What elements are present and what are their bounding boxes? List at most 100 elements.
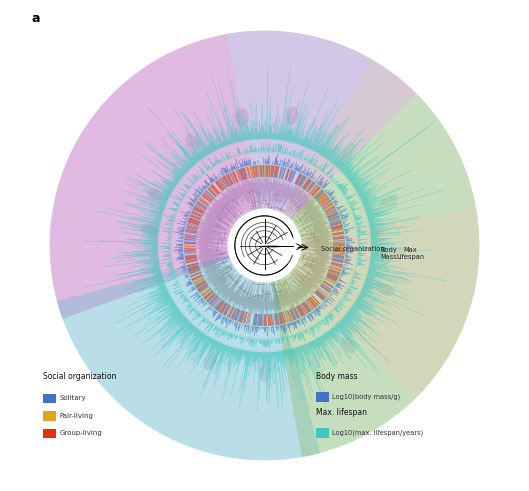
- FancyBboxPatch shape: [316, 392, 329, 402]
- Wedge shape: [225, 175, 232, 185]
- Wedge shape: [229, 156, 230, 158]
- Wedge shape: [321, 284, 331, 292]
- Wedge shape: [183, 218, 187, 220]
- Wedge shape: [181, 266, 186, 267]
- Wedge shape: [343, 189, 349, 193]
- Wedge shape: [326, 209, 336, 215]
- Wedge shape: [331, 224, 342, 228]
- Wedge shape: [332, 227, 343, 230]
- Wedge shape: [183, 222, 186, 223]
- Wedge shape: [294, 335, 296, 340]
- Wedge shape: [213, 163, 215, 165]
- Wedge shape: [239, 161, 241, 167]
- Wedge shape: [256, 327, 257, 330]
- Wedge shape: [229, 307, 234, 318]
- Wedge shape: [180, 292, 183, 294]
- Wedge shape: [165, 246, 170, 247]
- Wedge shape: [167, 234, 171, 235]
- Wedge shape: [235, 309, 240, 321]
- Wedge shape: [178, 251, 183, 252]
- Wedge shape: [269, 142, 270, 151]
- Wedge shape: [297, 306, 304, 316]
- Wedge shape: [325, 207, 335, 213]
- Wedge shape: [304, 170, 306, 174]
- Wedge shape: [184, 251, 196, 252]
- Wedge shape: [340, 214, 342, 215]
- Wedge shape: [186, 300, 188, 302]
- Wedge shape: [286, 169, 290, 180]
- Wedge shape: [186, 301, 188, 302]
- Wedge shape: [346, 251, 349, 252]
- Wedge shape: [320, 286, 330, 293]
- Wedge shape: [187, 223, 198, 226]
- Wedge shape: [204, 323, 211, 331]
- Wedge shape: [255, 314, 257, 326]
- Wedge shape: [242, 168, 246, 179]
- Wedge shape: [208, 188, 217, 196]
- Ellipse shape: [341, 337, 356, 354]
- Wedge shape: [326, 317, 328, 318]
- Wedge shape: [303, 318, 304, 321]
- Wedge shape: [205, 171, 206, 172]
- Wedge shape: [255, 165, 257, 177]
- Wedge shape: [195, 199, 197, 200]
- Wedge shape: [226, 174, 233, 185]
- Wedge shape: [179, 237, 183, 238]
- Wedge shape: [273, 327, 275, 335]
- Wedge shape: [218, 161, 220, 163]
- Wedge shape: [250, 166, 252, 178]
- Wedge shape: [186, 211, 190, 213]
- Wedge shape: [284, 158, 286, 166]
- Wedge shape: [359, 237, 361, 238]
- Wedge shape: [357, 223, 362, 225]
- Wedge shape: [327, 298, 333, 302]
- Wedge shape: [306, 171, 309, 176]
- Wedge shape: [338, 282, 339, 283]
- Wedge shape: [204, 320, 206, 323]
- Wedge shape: [341, 187, 346, 191]
- Wedge shape: [286, 337, 289, 347]
- Wedge shape: [358, 234, 369, 236]
- Wedge shape: [173, 272, 174, 273]
- Wedge shape: [282, 144, 284, 153]
- Wedge shape: [253, 161, 254, 164]
- Wedge shape: [275, 157, 277, 164]
- Wedge shape: [209, 325, 214, 330]
- Wedge shape: [320, 197, 329, 204]
- Wedge shape: [224, 176, 230, 186]
- Wedge shape: [330, 220, 341, 224]
- Wedge shape: [188, 221, 199, 225]
- Wedge shape: [195, 289, 196, 290]
- Wedge shape: [336, 207, 338, 208]
- Wedge shape: [195, 175, 198, 178]
- Wedge shape: [284, 325, 286, 333]
- Wedge shape: [318, 288, 327, 296]
- Wedge shape: [340, 212, 342, 214]
- Wedge shape: [202, 289, 211, 297]
- Wedge shape: [344, 225, 349, 227]
- Wedge shape: [359, 239, 367, 240]
- Wedge shape: [178, 253, 183, 254]
- Wedge shape: [282, 168, 286, 179]
- Wedge shape: [291, 309, 296, 320]
- Wedge shape: [279, 145, 281, 152]
- Wedge shape: [298, 175, 304, 186]
- Wedge shape: [249, 162, 250, 165]
- Wedge shape: [214, 179, 215, 181]
- Wedge shape: [189, 203, 194, 206]
- Wedge shape: [311, 160, 313, 164]
- Wedge shape: [293, 149, 295, 156]
- Wedge shape: [342, 299, 345, 301]
- Wedge shape: [225, 318, 226, 320]
- Wedge shape: [241, 168, 244, 180]
- Wedge shape: [304, 158, 305, 160]
- Wedge shape: [267, 147, 268, 151]
- Wedge shape: [206, 293, 215, 301]
- Wedge shape: [188, 268, 199, 272]
- Wedge shape: [207, 304, 208, 305]
- Wedge shape: [333, 245, 345, 246]
- Wedge shape: [187, 264, 198, 268]
- Wedge shape: [233, 164, 235, 169]
- Wedge shape: [206, 185, 208, 187]
- Wedge shape: [228, 174, 233, 184]
